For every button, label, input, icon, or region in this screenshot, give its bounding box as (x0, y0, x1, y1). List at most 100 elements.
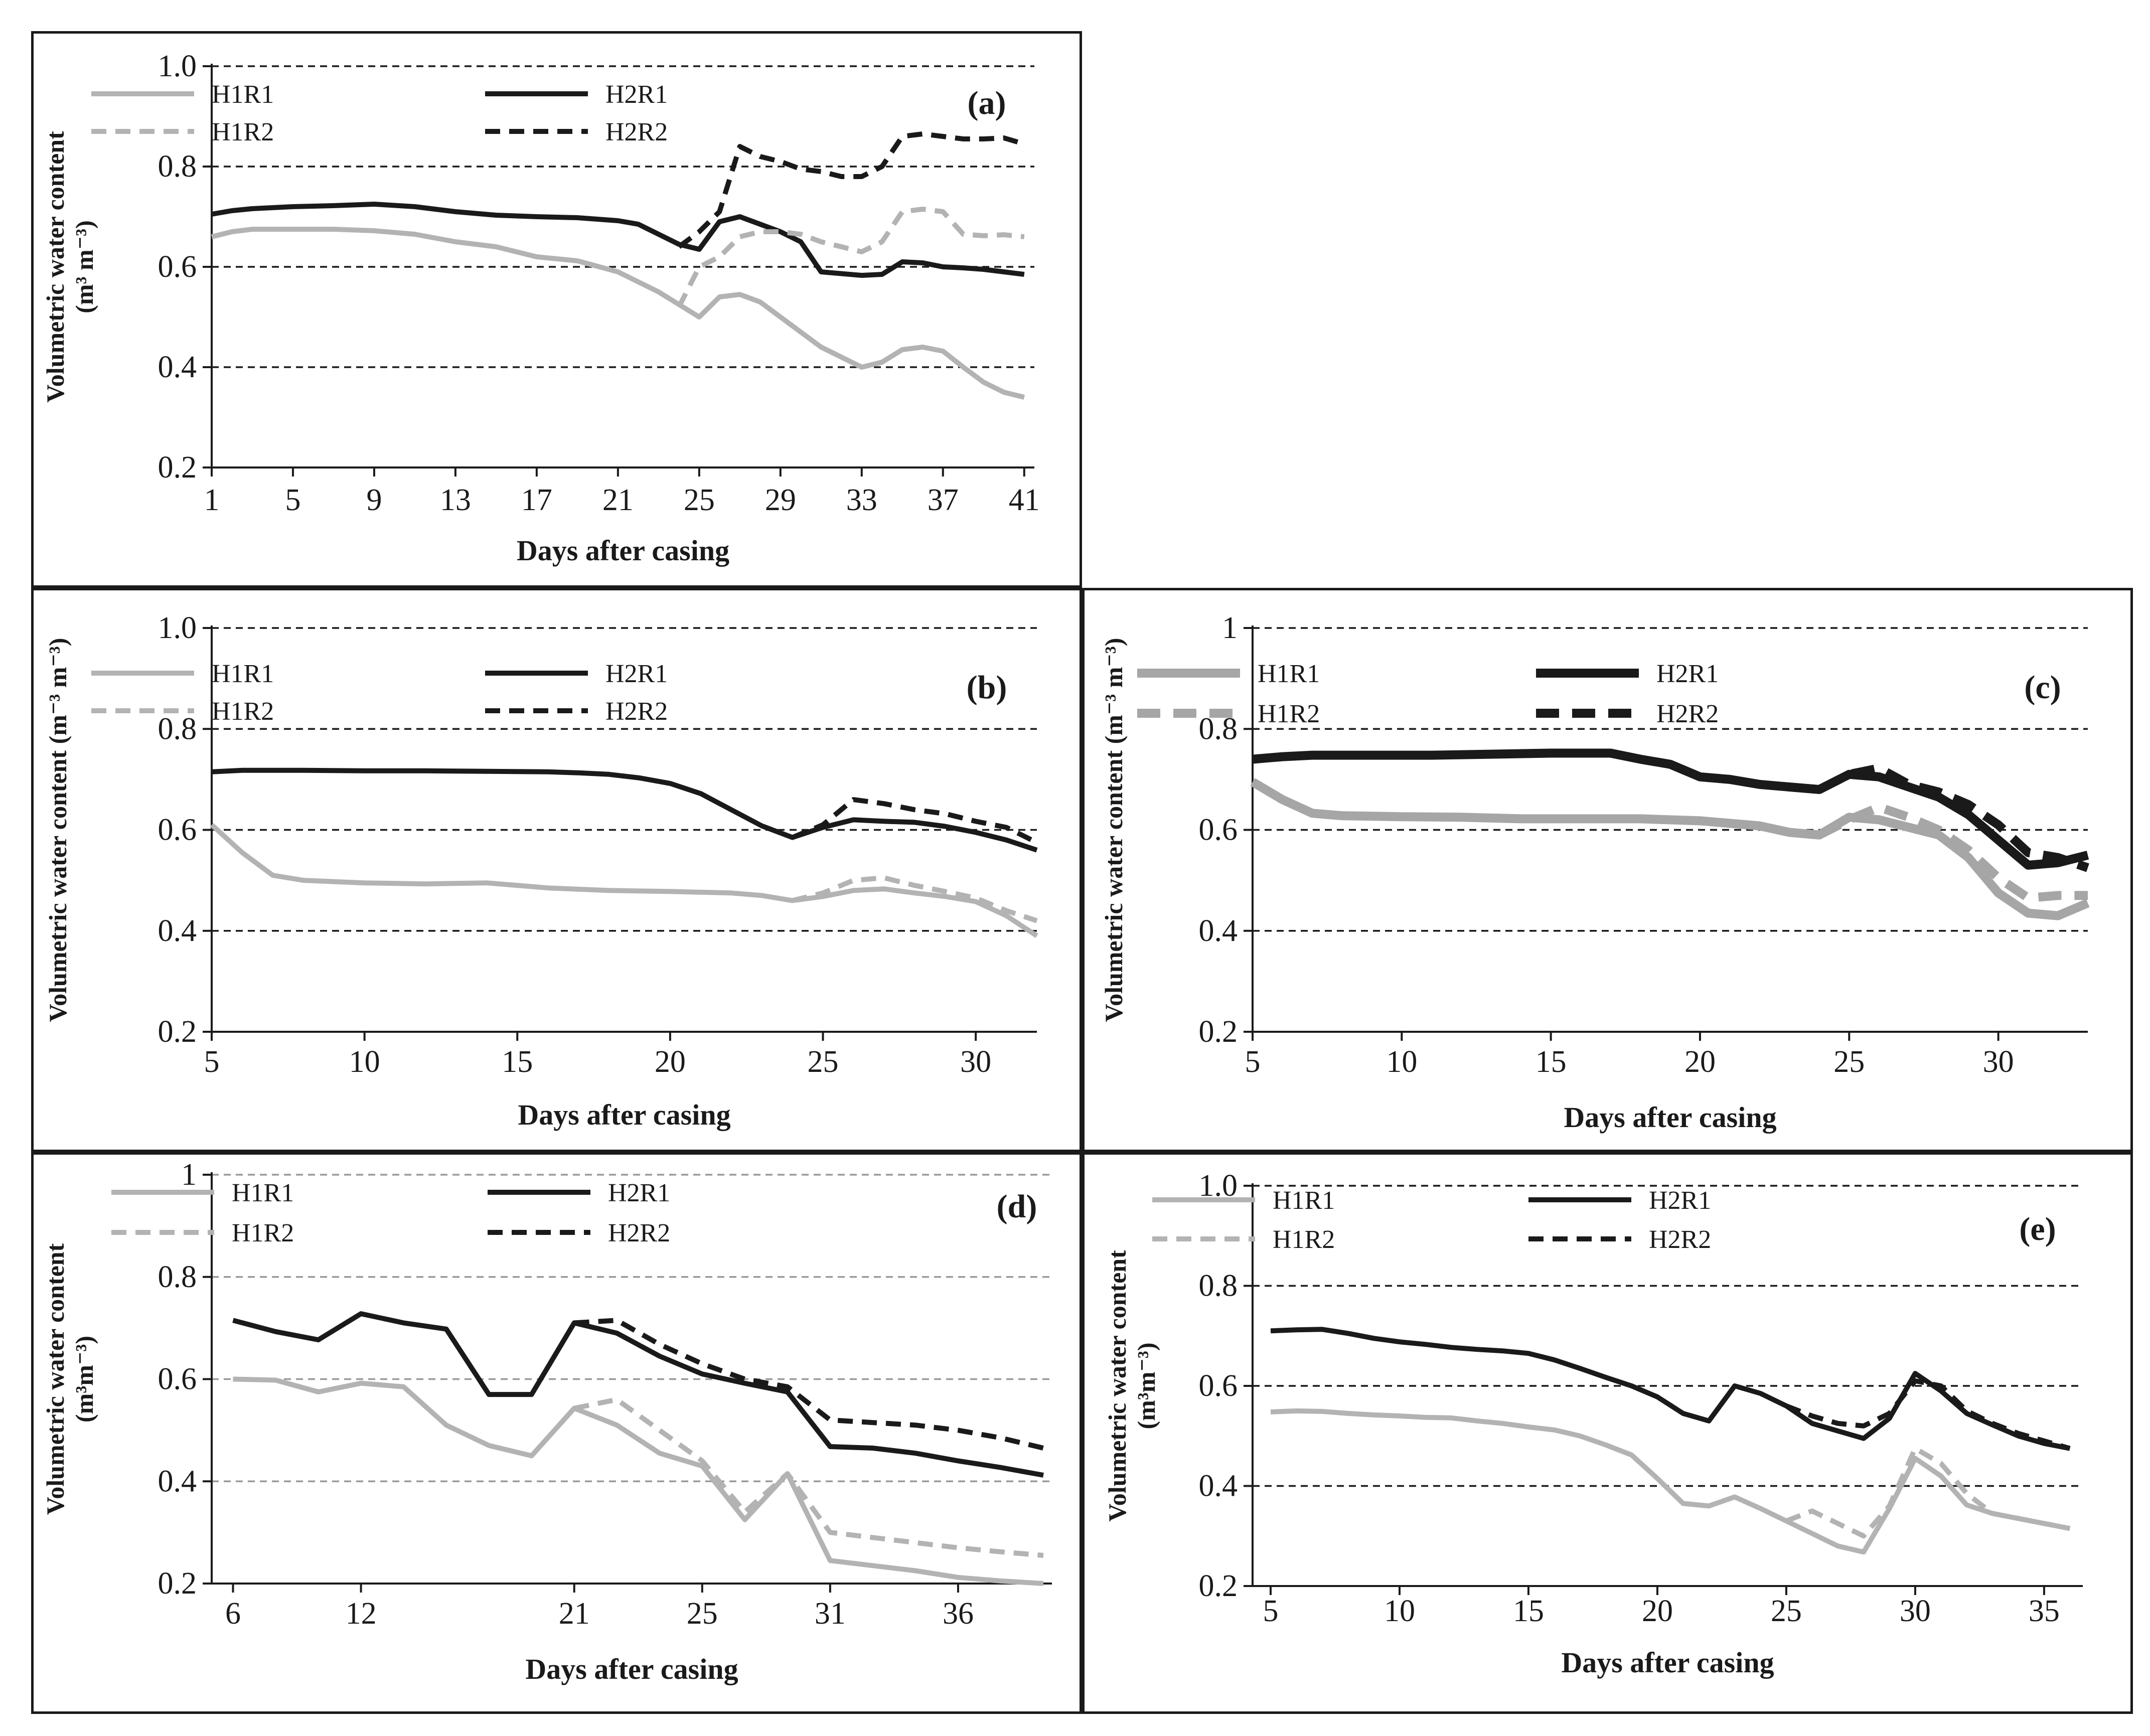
legend-label-c-h1r2: H1R2 (1258, 700, 1320, 728)
chart-panel-d: 0.2 0.4 0.6 0.8 1 6 12 21 25 31 36 Days after casin… (31, 1152, 1082, 1714)
legend-label-e-h2r1: H2R1 (1649, 1186, 1711, 1215)
x-axis-label-e: Days after casing (1561, 1646, 1774, 1679)
x-axis-label-c: Days after casing (1564, 1101, 1776, 1134)
legend-label-c-h2r2: H2R2 (1656, 700, 1719, 728)
y-axis-unit-e: (m³m⁻³) (1132, 1343, 1160, 1430)
y-tick-label-d-3: 0.8 (158, 1260, 197, 1294)
legend-label-b-h2r2: H2R2 (605, 697, 668, 726)
x-tick-label-b-1: 10 (349, 1045, 380, 1079)
chart-panel-a: 0.2 0.4 0.6 0.8 1.0 1 5 9 13 17 21 25 29 33 37 41 Days a… (31, 31, 1082, 588)
legend-label-a-h1r2: H1R2 (212, 118, 274, 146)
x-tick-label-c-4: 25 (1833, 1045, 1865, 1079)
x-tick-label-d-0: 6 (225, 1597, 241, 1631)
series-line-e-h1r1 (1270, 1408, 2071, 1555)
series-line-c-h1r1 (1250, 778, 2090, 920)
x-tick-label-a-3: 13 (440, 483, 471, 517)
legend-label-e-h1r1: H1R1 (1273, 1186, 1335, 1215)
y-tick-label-a-3: 0.8 (158, 149, 197, 184)
legend-label-a-h1r1: H1R1 (212, 80, 274, 109)
series-line-a-h2r1 (211, 202, 1025, 278)
series-line-e-h2r1 (1270, 1327, 2071, 1451)
x-tick-label-a-7: 29 (765, 483, 796, 517)
y-tick-label-b-0: 0.2 (158, 1015, 197, 1049)
legend-label-b-h1r2: H1R2 (212, 697, 274, 726)
legend-label-a-h2r1: H2R1 (605, 80, 668, 109)
y-tick-label-e-0: 0.2 (1199, 1569, 1238, 1603)
y-tick-label-e-1: 0.4 (1199, 1469, 1238, 1503)
panel-label-c: (c) (2024, 669, 2061, 706)
series-line-a-h2r2 (677, 131, 1025, 249)
legend-label-c-h2r1: H2R1 (1656, 660, 1719, 688)
x-tick-label-e-1: 10 (1384, 1594, 1415, 1628)
x-tick-label-c-2: 15 (1535, 1045, 1567, 1079)
legend-label-d-h1r1: H1R1 (232, 1179, 294, 1207)
y-tick-label-a-0: 0.2 (158, 450, 197, 485)
x-axis-label-a: Days after casing (517, 534, 729, 567)
legend-label-d-h1r2: H1R2 (232, 1219, 294, 1247)
x-tick-label-e-6: 35 (2029, 1594, 2060, 1628)
legend-label-e-h1r2: H1R2 (1273, 1225, 1335, 1254)
x-tick-label-b-2: 15 (502, 1045, 533, 1079)
x-tick-label-c-1: 10 (1386, 1045, 1417, 1079)
legend-label-e-h2r2: H2R2 (1649, 1225, 1711, 1254)
y-tick-label-d-2: 0.6 (158, 1362, 197, 1396)
y-tick-label-b-4: 1.0 (158, 611, 197, 645)
x-tick-label-a-1: 5 (285, 483, 300, 517)
series-line-a-h1r1 (211, 227, 1025, 400)
y-tick-label-e-4: 1.0 (1199, 1169, 1238, 1203)
x-tick-label-c-0: 5 (1245, 1045, 1261, 1079)
panel-label-b: (b) (967, 669, 1007, 706)
y-axis-unit-d: (m³m⁻³) (70, 1336, 98, 1423)
legend-label-c-h1r1: H1R1 (1258, 660, 1320, 688)
series-line-a-h1r2 (676, 207, 1025, 308)
chart-panel-e: 0.2 0.4 0.6 0.8 1.0 5 10 15 20 25 30 35 Days after c… (1082, 1152, 2133, 1714)
x-tick-label-e-4: 25 (1771, 1594, 1802, 1628)
chart-panel-c: 0.2 0.4 0.6 0.8 1 5 10 15 20 25 30 Days after casin… (1082, 588, 2133, 1152)
y-tick-label-a-1: 0.4 (158, 350, 197, 384)
x-tick-label-a-9: 37 (928, 483, 959, 517)
y-axis-label-b: Volumetric water content (m⁻³ m⁻³) (44, 638, 72, 1022)
y-tick-label-d-0: 0.2 (158, 1566, 197, 1601)
y-axis-label-e: Volumetric water content (1103, 1250, 1131, 1522)
x-tick-label-e-3: 20 (1642, 1594, 1673, 1628)
y-tick-label-a-2: 0.6 (158, 250, 197, 284)
x-tick-label-a-5: 21 (602, 483, 634, 517)
y-tick-label-e-2: 0.6 (1199, 1369, 1238, 1403)
y-tick-label-e-3: 0.8 (1199, 1269, 1238, 1303)
series-line-e-h2r2 (1785, 1378, 2071, 1451)
series-line-c-h2r1 (1252, 748, 2089, 870)
x-tick-label-d-4: 31 (815, 1597, 846, 1631)
y-axis-label-c: Volumetric water content (m⁻³ m⁻³) (1100, 638, 1128, 1022)
y-tick-label-c-1: 0.4 (1199, 914, 1238, 948)
chart-e-svg: 0.2 0.4 0.6 0.8 1.0 5 10 15 20 25 30 35 Days after c… (1103, 1169, 2083, 1679)
y-tick-label-c-0: 0.2 (1199, 1015, 1238, 1049)
chart-a-svg: 0.2 0.4 0.6 0.8 1.0 1 5 9 13 17 21 25 29 33 37 41 Days a… (41, 49, 1040, 567)
x-tick-label-d-2: 21 (559, 1597, 590, 1631)
y-tick-label-d-4: 1 (181, 1158, 197, 1192)
series-line-d-h1r1 (233, 1376, 1044, 1586)
series-line-b-h1r1 (210, 823, 1038, 938)
panel-label-d: (d) (997, 1188, 1037, 1225)
y-tick-label-d-1: 0.4 (158, 1464, 197, 1498)
x-tick-label-b-0: 5 (204, 1045, 220, 1079)
x-tick-label-c-5: 30 (1983, 1045, 2014, 1079)
x-tick-label-d-5: 36 (943, 1597, 974, 1631)
x-tick-label-d-1: 12 (346, 1597, 377, 1631)
x-axis-label-d: Days after casing (525, 1653, 738, 1685)
x-tick-label-a-4: 17 (521, 483, 552, 517)
x-axis-label-b: Days after casing (518, 1098, 730, 1131)
y-tick-label-a-4: 1.0 (158, 49, 197, 83)
series-line-e-h1r2 (1785, 1446, 2071, 1539)
y-tick-label-c-4: 1 (1222, 611, 1238, 645)
x-tick-label-b-4: 25 (808, 1045, 839, 1079)
legend-label-d-h2r2: H2R2 (608, 1219, 670, 1247)
x-tick-label-a-6: 25 (684, 483, 715, 517)
legend-label-d-h2r1: H2R1 (608, 1179, 670, 1207)
series-line-b-h2r2 (791, 797, 1038, 845)
x-tick-label-a-8: 33 (846, 483, 877, 517)
panel-label-e: (e) (2019, 1211, 2056, 1247)
series-line-c-h2r2 (1817, 763, 2089, 872)
chart-d-svg: 0.2 0.4 0.6 0.8 1 6 12 21 25 31 36 Days after casin… (41, 1158, 1052, 1685)
y-axis-unit-a: (m³ m⁻³) (70, 220, 98, 313)
y-axis-label-d: Volumetric water content (41, 1243, 69, 1515)
